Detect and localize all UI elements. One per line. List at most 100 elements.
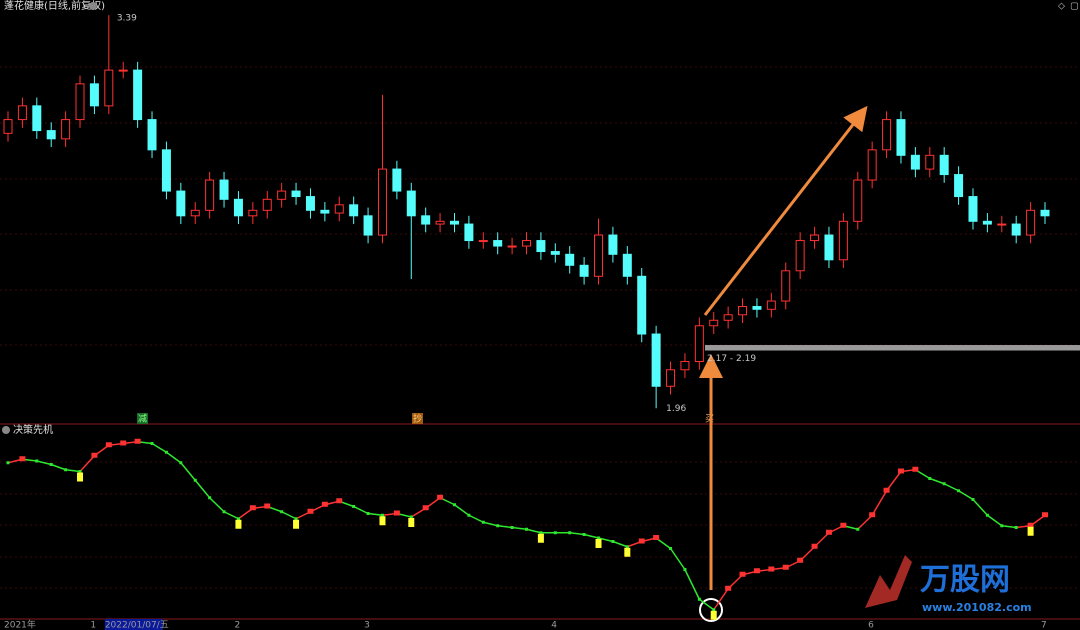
watermark: 万股网 www.201082.com	[865, 555, 1032, 614]
candle-body	[133, 69, 143, 121]
indicator-segment	[698, 598, 715, 611]
indicator-point	[811, 543, 818, 549]
indicator-point	[897, 468, 904, 474]
candle-body	[939, 154, 949, 176]
indicator-segment	[669, 548, 686, 570]
signal-marker	[408, 518, 415, 527]
window-icon[interactable]: ▢	[1070, 2, 1079, 12]
indicator-segment	[281, 511, 297, 520]
indicator-point	[883, 487, 890, 493]
candle-body	[853, 179, 863, 222]
candle-body	[709, 319, 719, 327]
signal-marker	[537, 533, 544, 543]
candle-body	[493, 240, 503, 247]
indicator-segment	[612, 540, 628, 548]
candle-body	[954, 174, 964, 198]
tag: 减	[138, 413, 147, 425]
indicator-segment	[79, 455, 95, 473]
indicator-point	[825, 529, 832, 535]
candle-body	[262, 198, 272, 211]
indicator-segment	[151, 442, 167, 453]
indicator-point	[366, 512, 370, 515]
indicator-point	[264, 503, 271, 509]
candle-body	[838, 220, 848, 261]
low-label: 1.96	[666, 404, 686, 414]
indicator-point	[467, 513, 471, 517]
candle-body	[997, 223, 1007, 226]
candle-body	[680, 361, 690, 371]
indicator-point	[249, 505, 256, 511]
settings-icon[interactable]	[89, 2, 97, 10]
indicator-segment	[958, 490, 974, 501]
chart-title: 蓬花健康(日线,前复权)	[4, 0, 105, 12]
indicator-point	[35, 459, 39, 463]
candle-body	[176, 190, 186, 217]
indicator-segment	[526, 528, 542, 534]
candle-body	[824, 234, 834, 261]
indicator-point	[120, 440, 127, 446]
indicator-point	[1000, 524, 1004, 528]
x-tick-label: 4	[551, 621, 557, 630]
indicator-point	[1042, 512, 1048, 518]
signal-marker	[624, 547, 631, 557]
candle-body	[723, 314, 733, 321]
candle-body	[1040, 209, 1050, 217]
indicator-segment	[353, 505, 369, 515]
indicator-segment	[512, 526, 527, 530]
candle-body	[17, 105, 27, 121]
candle-body	[320, 209, 330, 214]
indicator-segment	[483, 521, 498, 527]
indicator-segment	[468, 514, 484, 523]
indicator-segment	[972, 498, 988, 516]
candle-body	[694, 325, 704, 363]
signal-marker	[77, 472, 84, 482]
indicator-point	[422, 505, 429, 511]
indicator-point	[869, 512, 876, 518]
indicator-point	[49, 463, 53, 466]
indicator-point	[697, 597, 701, 601]
indicator-point	[236, 517, 240, 521]
tag: 抄	[413, 413, 422, 425]
indicator-segment	[583, 533, 599, 539]
candle-body	[925, 154, 935, 170]
candle-body	[1011, 223, 1021, 236]
indicator-segment	[194, 479, 211, 499]
x-tick-label: 1	[90, 621, 96, 630]
indicator-point	[105, 442, 112, 448]
indicator-point	[481, 520, 485, 524]
indicator-point	[553, 531, 557, 535]
indicator-point	[510, 526, 514, 529]
x-tick-label: 6	[868, 621, 874, 630]
highlight-circle	[699, 598, 723, 622]
indicator-point	[782, 564, 789, 570]
candle-body	[421, 215, 431, 225]
candle-body	[766, 300, 776, 310]
candle-body	[666, 369, 676, 387]
candle-body	[435, 220, 445, 225]
candle-body	[32, 105, 42, 132]
indicator-point	[1027, 522, 1034, 528]
indicator-point	[208, 496, 212, 500]
candle-body	[75, 83, 85, 121]
indicator-point	[568, 531, 572, 535]
cursor-date-bg	[104, 619, 163, 630]
indicator-point	[625, 545, 629, 549]
indicator-point	[164, 450, 168, 454]
indicator-point	[280, 510, 284, 514]
indicator-point	[768, 566, 775, 572]
signal-marker	[293, 519, 300, 529]
indicator-point	[712, 608, 716, 612]
candle-body	[406, 190, 416, 217]
candle-body	[478, 240, 488, 243]
indicator-segment	[598, 537, 614, 543]
indicator-point	[525, 527, 528, 531]
candle-body	[349, 204, 359, 217]
window-icon[interactable]: ◇	[1058, 2, 1065, 12]
arrow	[703, 105, 868, 316]
indicator-point	[222, 510, 226, 514]
candle-body	[882, 119, 892, 151]
indicator-icon[interactable]	[2, 426, 10, 434]
indicator-segment	[367, 512, 383, 516]
indicator-point	[352, 505, 356, 508]
